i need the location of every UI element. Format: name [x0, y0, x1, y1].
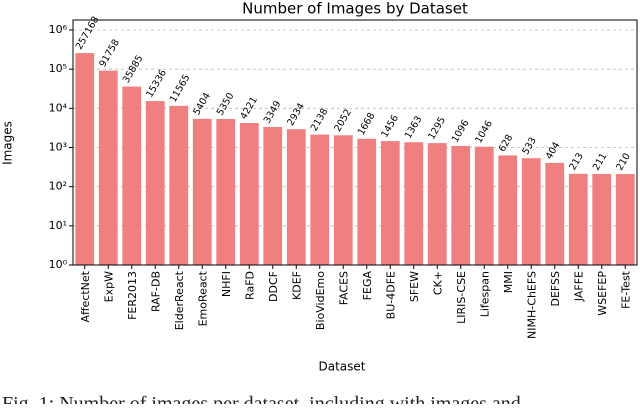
- bar: [380, 141, 400, 265]
- bar: [545, 162, 565, 265]
- value-label: 5404: [191, 91, 213, 117]
- value-label: 213: [567, 151, 586, 172]
- x-tick-label: RaFD: [243, 271, 256, 300]
- x-tick-label: NHFI: [220, 271, 233, 297]
- bar: [169, 105, 189, 265]
- x-tick-label: WSEFEP: [596, 271, 609, 316]
- bar: [427, 143, 447, 265]
- bar: [474, 146, 494, 265]
- bar: [404, 142, 424, 265]
- bar: [521, 158, 541, 265]
- x-tick-label: DDCF: [267, 271, 280, 302]
- x-tick-label: RAF-DB: [149, 271, 162, 312]
- y-axis-label: Images: [1, 121, 15, 165]
- value-label: 11565: [168, 73, 193, 105]
- value-label: 211: [591, 151, 610, 172]
- bar: [192, 118, 212, 265]
- y-tick-label: 10⁶: [49, 23, 68, 36]
- y-tick-label: 10²: [49, 180, 67, 193]
- value-label: 404: [544, 140, 563, 161]
- value-label: 3349: [262, 99, 284, 125]
- value-label: 1363: [403, 114, 425, 140]
- y-tick-label: 10⁵: [49, 62, 67, 75]
- x-tick-label: EmoReact: [196, 270, 209, 326]
- value-label: 91758: [97, 37, 122, 69]
- value-label: 1046: [473, 119, 495, 145]
- value-label: 1456: [379, 113, 401, 139]
- value-label: 628: [497, 133, 516, 154]
- value-label: 533: [520, 135, 539, 156]
- value-label: 1096: [450, 118, 472, 144]
- x-tick-label: BioVidEmo: [314, 271, 327, 330]
- bar: [216, 118, 236, 266]
- x-tick-label: MMI: [502, 271, 515, 293]
- x-tick-label: BU-4DFE: [384, 271, 397, 319]
- x-tick-label: SFEW: [408, 271, 421, 302]
- value-label: 15336: [144, 68, 169, 100]
- bar: [568, 173, 588, 265]
- bar: [498, 155, 518, 265]
- value-label: 2052: [332, 107, 354, 133]
- x-tick-label: ElderReact: [173, 270, 186, 330]
- bar: [286, 129, 306, 265]
- chart-title: Number of Images by Dataset: [242, 0, 468, 18]
- value-label: 1295: [426, 115, 448, 141]
- x-tick-label: CK+: [431, 271, 444, 295]
- value-label: 210: [614, 151, 633, 172]
- x-axis-label: Dataset: [319, 360, 366, 374]
- y-tick-label: 10⁴: [49, 101, 68, 114]
- bar: [592, 173, 612, 265]
- y-tick-label: 10¹: [49, 219, 67, 232]
- bar: [122, 86, 142, 265]
- value-label: 1668: [356, 111, 378, 137]
- bar: [239, 123, 259, 265]
- value-label: 2934: [285, 101, 307, 127]
- x-tick-label: Lifespan: [478, 271, 491, 317]
- caption: Fig. 1: Number of images per dataset, in…: [2, 393, 521, 404]
- y-tick-label: 10³: [49, 140, 67, 153]
- value-label: 5350: [215, 91, 237, 117]
- value-label: 2138: [309, 107, 331, 133]
- bar: [451, 145, 471, 265]
- x-tick-label: DEFSS: [549, 271, 562, 307]
- bar: [75, 53, 95, 266]
- y-tick-label: 10⁰: [49, 258, 68, 271]
- x-tick-label: NIMH-ChEFS: [525, 271, 538, 339]
- plot-frame: [72, 19, 638, 266]
- bar: [98, 70, 118, 265]
- x-tick-label: AffectNet: [79, 270, 92, 322]
- bar: [310, 134, 330, 265]
- x-tick-label: FACES: [337, 271, 350, 305]
- x-tick-label: FE-Test: [619, 270, 632, 309]
- x-tick-label: FEGA: [361, 271, 374, 301]
- x-tick-label: LIRIS-CSE: [455, 271, 468, 324]
- bar: [263, 126, 283, 266]
- bar: [145, 101, 165, 266]
- x-tick-label: FER2013: [126, 271, 139, 320]
- bar: [357, 138, 377, 265]
- x-tick-label: ExpW: [102, 271, 115, 302]
- x-tick-label: JAFFE: [572, 271, 585, 302]
- bar: [615, 174, 635, 265]
- bar: [333, 135, 353, 265]
- x-tick-label: KDEF: [290, 271, 303, 300]
